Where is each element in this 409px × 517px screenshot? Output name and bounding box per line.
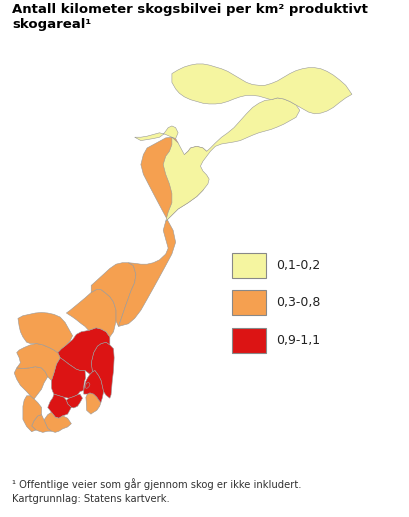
FancyBboxPatch shape (232, 290, 266, 315)
Polygon shape (119, 137, 208, 326)
FancyBboxPatch shape (232, 328, 266, 353)
Polygon shape (91, 263, 136, 326)
Polygon shape (85, 383, 90, 388)
Polygon shape (84, 371, 103, 403)
Polygon shape (31, 415, 52, 432)
Text: 0,1-0,2: 0,1-0,2 (276, 258, 320, 272)
Polygon shape (91, 342, 114, 398)
Polygon shape (18, 312, 72, 353)
Text: Antall kilometer skogsbilvei per km² produktivt skogareal¹: Antall kilometer skogsbilvei per km² pro… (12, 3, 368, 31)
Polygon shape (48, 394, 71, 418)
Polygon shape (23, 396, 42, 432)
Polygon shape (135, 98, 300, 221)
Polygon shape (86, 393, 101, 414)
Polygon shape (66, 290, 116, 337)
FancyBboxPatch shape (232, 253, 266, 278)
Polygon shape (66, 394, 83, 408)
Polygon shape (17, 344, 60, 381)
Polygon shape (52, 358, 85, 398)
Text: Kartgrunnlag: Statens kartverk.: Kartgrunnlag: Statens kartverk. (12, 494, 170, 504)
Polygon shape (172, 64, 352, 114)
Polygon shape (44, 412, 71, 432)
Polygon shape (14, 367, 48, 399)
Text: 0,3-0,8: 0,3-0,8 (276, 296, 320, 309)
Text: ¹ Offentlige veier som går gjennom skog er ikke inkludert.: ¹ Offentlige veier som går gjennom skog … (12, 478, 302, 490)
Polygon shape (58, 328, 110, 374)
Text: 0,9-1,1: 0,9-1,1 (276, 334, 320, 347)
